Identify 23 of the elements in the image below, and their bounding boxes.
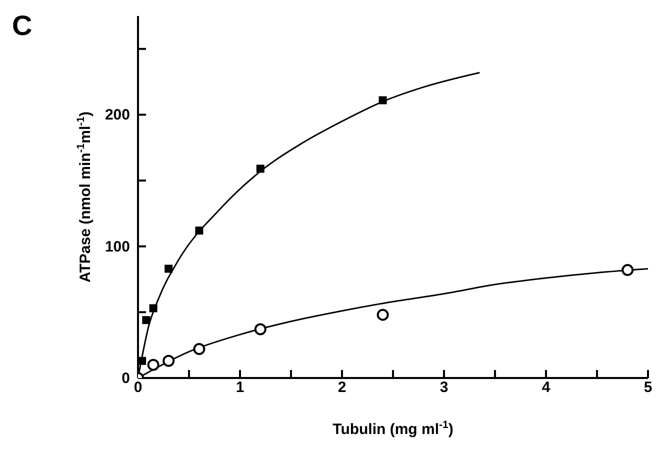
point bbox=[142, 316, 150, 324]
chart-title: C bbox=[12, 10, 32, 42]
point bbox=[164, 264, 173, 273]
x-axis-title: Tubulin (mg ml$^{-1}$) bbox=[332, 419, 454, 438]
x-tick-label: 5 bbox=[644, 379, 652, 396]
point bbox=[254, 323, 266, 336]
point bbox=[378, 96, 387, 104]
y-tick-label: 100 bbox=[104, 238, 130, 256]
point bbox=[376, 308, 389, 321]
point bbox=[195, 226, 204, 235]
x-tick-label: 3 bbox=[440, 379, 448, 396]
x-tick-label: 2 bbox=[338, 379, 346, 396]
point bbox=[622, 264, 634, 276]
point bbox=[193, 343, 206, 356]
point bbox=[147, 358, 160, 371]
point bbox=[138, 356, 146, 365]
point bbox=[149, 304, 158, 312]
x-tick-label: 1 bbox=[236, 379, 244, 396]
point bbox=[162, 354, 175, 367]
point bbox=[256, 164, 264, 173]
x-tick-label: 4 bbox=[542, 379, 551, 396]
x-tick-label: 0 bbox=[134, 379, 142, 396]
y-tick-label: 200 bbox=[104, 106, 130, 124]
